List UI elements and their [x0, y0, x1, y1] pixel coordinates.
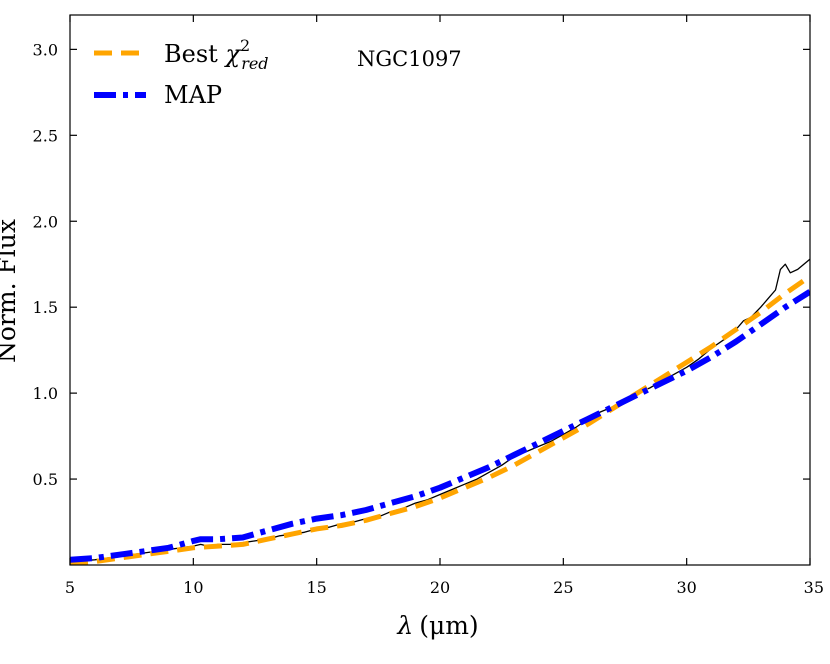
- series-line-observed: [70, 258, 810, 563]
- legend: Best χ2 red MAP: [94, 36, 269, 109]
- y-tick-label: 3.0: [33, 40, 58, 59]
- y-tick-label: 1.0: [33, 384, 58, 403]
- x-tick-label: 30: [676, 578, 696, 597]
- legend-best-word: Best: [164, 40, 218, 68]
- x-axis-unit: (μm): [419, 611, 478, 640]
- y-tick-label: 0.5: [33, 470, 58, 489]
- x-tick-label: 15: [306, 578, 326, 597]
- x-tick-label: 5: [65, 578, 75, 597]
- legend-label-map: MAP: [164, 81, 222, 109]
- x-tick-label: 20: [430, 578, 450, 597]
- legend-label-best-chi2: Best χ2 red: [164, 36, 269, 73]
- series-line-best-red: [70, 274, 810, 565]
- x-axis-symbol: λ: [396, 611, 413, 640]
- legend-chi-subscript: red: [241, 54, 268, 73]
- x-tick-label: 10: [183, 578, 203, 597]
- axis-ticks: 5 10 15 20 25 30 35 0.5 1.0 1.5 2.0 2.5 3.0: [33, 15, 824, 597]
- series-layer: [70, 258, 810, 565]
- series-line-map: [70, 289, 810, 563]
- y-axis-label: Norm. Flux: [0, 219, 21, 363]
- x-axis-label: λ (μm): [396, 611, 478, 640]
- x-tick-label: 25: [553, 578, 573, 597]
- y-tick-label: 2.5: [33, 126, 58, 145]
- x-tick-label: 35: [804, 578, 824, 597]
- y-tick-label: 2.0: [33, 212, 58, 231]
- legend-chi-superscript: 2: [240, 36, 250, 55]
- legend-chi-symbol: χ: [223, 40, 241, 68]
- y-tick-label: 1.5: [33, 298, 58, 317]
- galaxy-annotation: NGC1097: [357, 47, 462, 71]
